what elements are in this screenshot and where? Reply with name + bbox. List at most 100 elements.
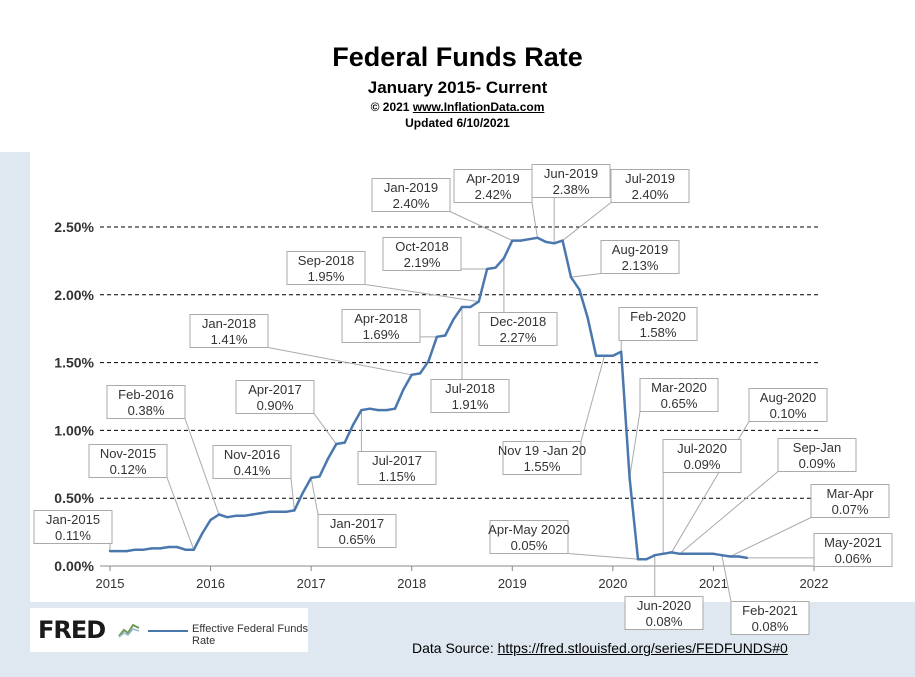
data-point: [335, 442, 338, 446]
data-point: [175, 545, 179, 549]
data-point: [552, 242, 556, 245]
annotation-value: 2.13%: [622, 258, 659, 273]
annotation-box: [531, 164, 611, 198]
annotation-box: [382, 237, 462, 271]
annotation-value: 1.69%: [363, 327, 400, 342]
updated-date: Updated 6/10/2021: [405, 116, 510, 130]
annotation-box: [662, 439, 742, 473]
annotation-date: Apr-2017: [248, 382, 301, 397]
data-point: [578, 288, 581, 291]
data-point: [242, 514, 246, 518]
data-point: [351, 423, 355, 427]
legend-line-swatch: [148, 630, 188, 632]
annotation-date: Apr-May 2020: [488, 522, 570, 537]
annotation-value: 1.58%: [640, 325, 677, 340]
data-source-link[interactable]: https://fred.stlouisfed.org/series/FEDFU…: [497, 640, 788, 656]
annotation-value: 0.09%: [684, 457, 721, 472]
data-point: [368, 407, 372, 410]
annotation-date: Jul-2020: [677, 441, 727, 456]
annotation-box: [502, 441, 582, 475]
annotation-value: 0.12%: [110, 462, 147, 477]
annotation-value: 0.11%: [55, 528, 91, 543]
data-point: [226, 515, 229, 519]
annotation-box: [748, 388, 828, 422]
data-point: [452, 318, 455, 321]
data-point: [636, 558, 640, 561]
annotation-value: 0.08%: [646, 614, 683, 629]
data-point: [360, 408, 363, 412]
annotation-value: 1.41%: [211, 332, 248, 347]
annotation-box: [610, 169, 690, 203]
data-point: [276, 510, 279, 513]
data-point: [527, 238, 531, 241]
x-tick-label: 2015: [96, 576, 125, 591]
y-tick-label: 2.50%: [54, 219, 94, 235]
data-point: [611, 354, 615, 358]
annotation-date: May-2021: [824, 535, 882, 550]
annotation-date: Apr-2019: [466, 171, 519, 186]
data-point: [142, 548, 145, 551]
annotation-leader: [267, 347, 412, 376]
copyright-text: © 2021: [370, 100, 410, 114]
annotation-value: 0.07%: [832, 502, 869, 517]
data-point: [251, 513, 254, 516]
annotation-date: Aug-2020: [760, 390, 816, 405]
y-tick-label: 0.00%: [54, 558, 94, 574]
copyright-line: © 2021 www.InflationData.com: [0, 100, 915, 114]
annotation-callout: Nov 19 -Jan 201.55%: [498, 441, 586, 475]
annotation-date: Jul-2019: [625, 171, 675, 186]
annotation-value: 0.65%: [339, 532, 376, 547]
annotation-date: Jan-2019: [384, 180, 438, 195]
data-point: [687, 552, 690, 555]
x-tick-label: 2022: [800, 576, 829, 591]
annotation-leader: [580, 355, 605, 442]
annotation-leader: [449, 211, 513, 242]
annotation-date: Jul-2017: [372, 453, 422, 468]
site-link[interactable]: www.InflationData.com: [412, 100, 545, 114]
annotation-date: Feb-2021: [742, 603, 798, 618]
x-tick-label: 2018: [397, 576, 426, 591]
annotation-leader: [290, 478, 295, 511]
annotation-leader: [721, 555, 732, 602]
annotation-date: Aug-2019: [612, 242, 668, 257]
chart-subtitle: January 2015- Current: [367, 78, 548, 97]
annotation-box: [88, 444, 168, 478]
annotation-value: 0.09%: [799, 456, 836, 471]
annotation-date: Apr-2018: [354, 311, 407, 326]
data-point: [284, 510, 288, 513]
data-point: [469, 305, 472, 309]
data-point: [217, 513, 221, 516]
data-point: [586, 316, 589, 320]
annotation-date: Sep-Jan: [793, 440, 841, 455]
data-point: [728, 555, 732, 558]
data-point: [544, 240, 548, 244]
annotation-date: Nov-2016: [224, 447, 280, 462]
data-point: [720, 553, 724, 557]
annotation-value: 1.95%: [308, 269, 345, 284]
data-point: [293, 509, 296, 512]
annotation-value: 0.10%: [770, 406, 807, 421]
annotation-box: [810, 484, 890, 518]
annotation-date: Dec-2018: [490, 314, 546, 329]
annotation-box: [618, 307, 698, 341]
x-tick-label: 2016: [196, 576, 225, 591]
annotation-value: 0.08%: [752, 619, 789, 634]
annotation-value: 0.65%: [661, 396, 698, 411]
data-point: [234, 514, 237, 518]
annotation-date: Jun-2020: [637, 598, 691, 613]
data-point: [494, 266, 497, 269]
data-point: [536, 236, 539, 240]
data-point: [594, 354, 598, 358]
annotation-value: 0.38%: [128, 403, 165, 418]
data-point: [159, 547, 162, 550]
